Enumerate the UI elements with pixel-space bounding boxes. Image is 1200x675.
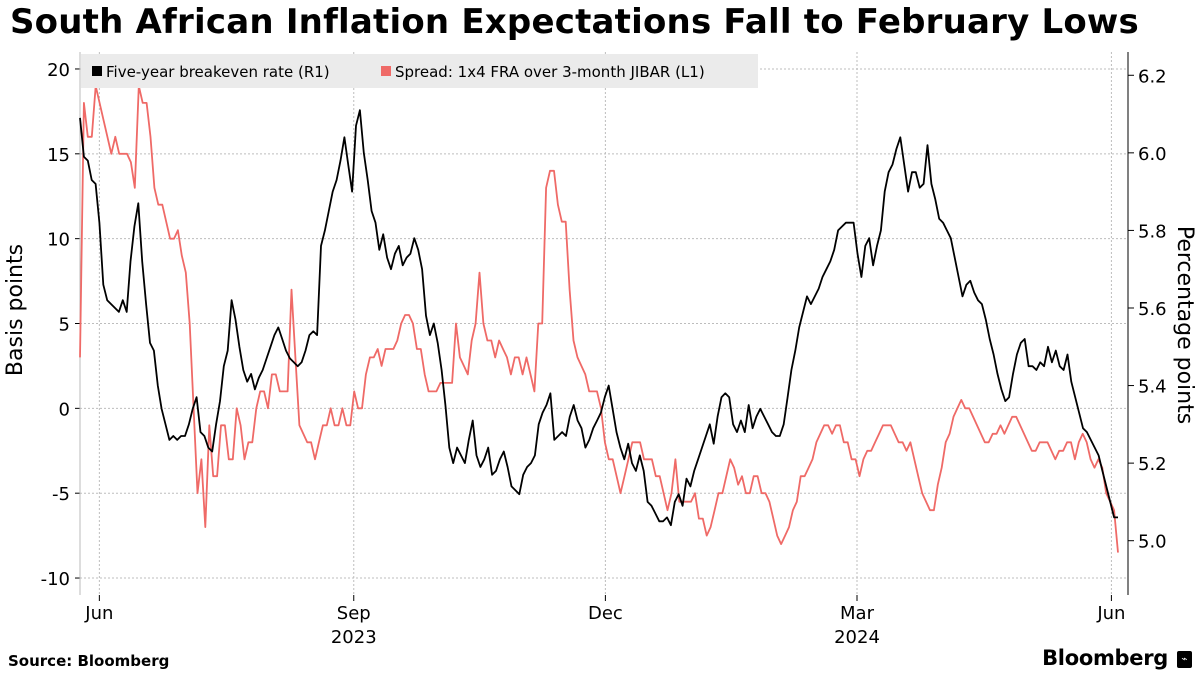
chart-title: South African Inflation Expectations Fal… xyxy=(10,2,1139,42)
right-tick-label: 6.0 xyxy=(1138,144,1167,165)
bloomberg-terminal-icon: ⌁ xyxy=(1177,651,1192,668)
right-tick-label: 5.0 xyxy=(1138,532,1167,553)
left-tick-label: -5 xyxy=(52,484,70,505)
x-year-label: 2023 xyxy=(331,627,377,648)
right-tick-label: 5.8 xyxy=(1138,221,1167,242)
x-tick-label: Sep xyxy=(337,603,371,624)
source-note: Source: Bloomberg xyxy=(8,652,170,670)
left-tick-label: 20 xyxy=(47,60,70,81)
gridlines xyxy=(80,52,1128,595)
left-tick-label: 0 xyxy=(59,399,70,420)
series-lines xyxy=(79,85,1119,553)
breakeven-series-line xyxy=(79,109,1118,527)
right-tick-label: 5.4 xyxy=(1138,377,1167,398)
x-tick-label: Jun xyxy=(1096,603,1125,624)
spread-series-line xyxy=(79,85,1119,553)
x-tick-label: Jun xyxy=(84,603,113,624)
left-tick-label: 15 xyxy=(47,145,70,166)
x-tick-label: Mar xyxy=(840,603,875,624)
left-axis-label: Basis points xyxy=(3,244,28,376)
legend-swatch xyxy=(381,66,391,76)
right-tick-label: 5.6 xyxy=(1138,299,1167,320)
right-axis-label: Percentage points xyxy=(1172,226,1197,424)
axes: 20 15 10 5 0 -5 -10 Jun Sep Dec Mar Jun 2023 2024 6.2 6… xyxy=(41,52,1167,648)
bloomberg-logo: Bloomberg xyxy=(1042,646,1168,670)
right-tick-label: 5.2 xyxy=(1138,454,1167,475)
legend-label: Five-year breakeven rate (R1) xyxy=(106,63,330,81)
left-tick-label: 5 xyxy=(59,315,70,336)
x-tick-label: Dec xyxy=(588,603,623,624)
legend-swatch xyxy=(92,66,102,76)
legend-background xyxy=(81,54,758,88)
legend: Five-year breakeven rate (R1) Spread: 1x4… xyxy=(81,54,758,88)
left-tick-label: 10 xyxy=(47,230,70,251)
legend-label: Spread: 1x4 FRA over 3-month JIBAR (L1) xyxy=(395,63,705,81)
right-tick-label: 6.2 xyxy=(1138,66,1167,87)
x-year-label: 2024 xyxy=(834,627,880,648)
left-tick-label: -10 xyxy=(41,569,70,590)
